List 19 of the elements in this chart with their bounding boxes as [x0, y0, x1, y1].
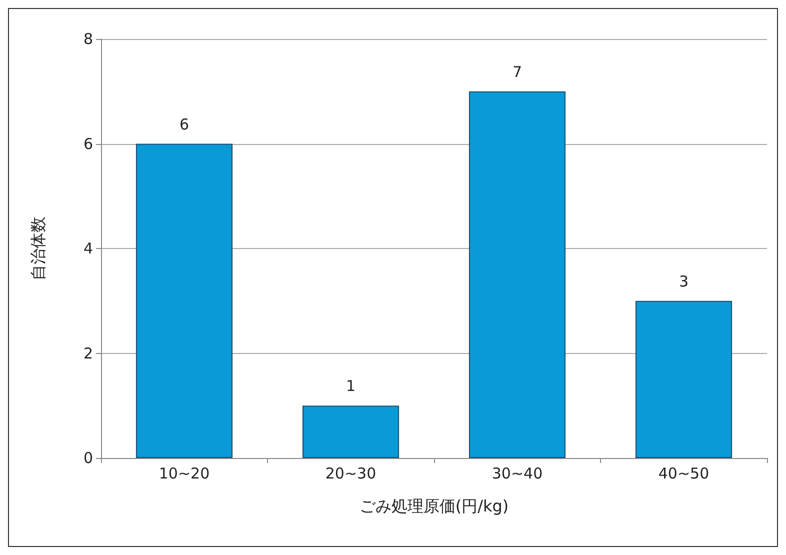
x-tick-label: 20~30 — [325, 464, 376, 482]
y-axis-title: 自治体数 — [28, 216, 48, 280]
data-label: 3 — [678, 272, 689, 290]
data-label: 6 — [179, 115, 190, 134]
bar — [468, 91, 566, 458]
y-tick-label: 2 — [83, 344, 93, 362]
y-tick-label: 6 — [83, 134, 93, 153]
bar — [136, 144, 233, 458]
y-tick-label: 8 — [83, 30, 93, 48]
y-tick-label: 4 — [83, 240, 93, 258]
data-label: 7 — [512, 62, 522, 81]
x-tick-label: 10~20 — [158, 464, 210, 482]
x-axis-title: ごみ処理原価(円/kg) — [359, 496, 509, 516]
y-tick-label: 0 — [83, 449, 93, 467]
bar — [302, 406, 400, 458]
data-label: 1 — [346, 377, 356, 396]
bar — [635, 300, 732, 458]
x-tick-label: 30~40 — [492, 464, 543, 482]
x-tick-label: 40~50 — [658, 464, 710, 482]
